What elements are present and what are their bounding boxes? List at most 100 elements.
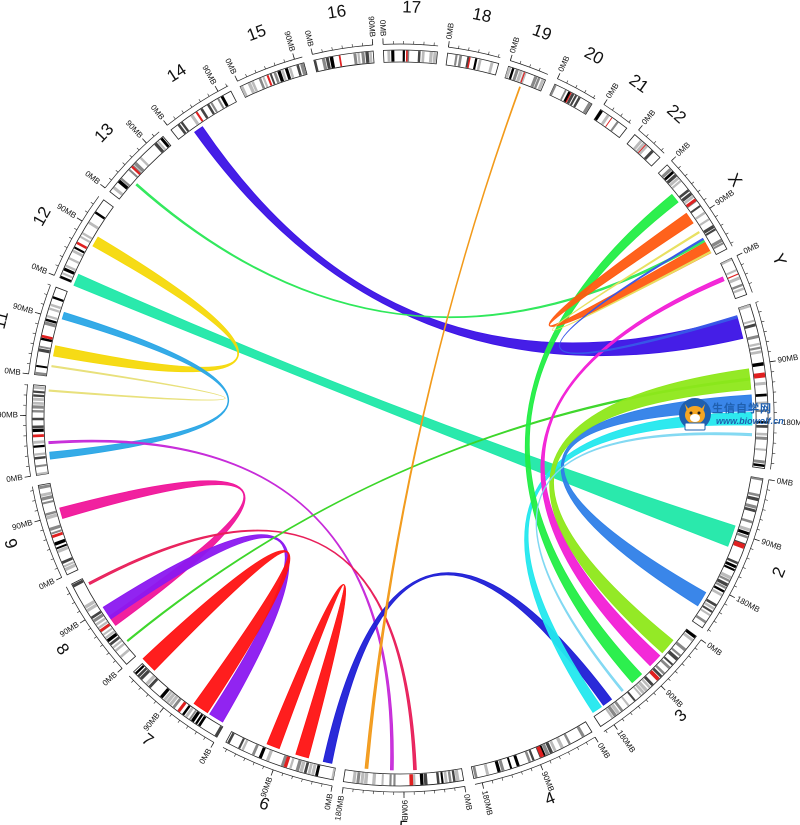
cytoband	[139, 669, 150, 680]
cytoband	[238, 738, 245, 749]
cytoband	[34, 452, 46, 456]
tick-mark	[759, 519, 763, 521]
tick-mark-major	[594, 736, 599, 743]
tick-mark	[46, 549, 50, 551]
link-ribbon	[142, 550, 291, 714]
tick-mark-major	[210, 742, 215, 748]
tick-mark-major	[638, 125, 643, 131]
wolf-logo-icon	[679, 398, 711, 431]
chromosome-label-4: 4	[542, 788, 558, 809]
tick-mark	[577, 747, 580, 751]
tick-mark	[653, 140, 657, 144]
tick-mark	[77, 610, 80, 613]
cytoband	[81, 232, 93, 240]
tick-axis	[65, 586, 123, 669]
cytoband	[488, 61, 494, 74]
tick-mark	[43, 539, 47, 541]
cytoband	[685, 629, 696, 639]
tick-axis	[342, 786, 465, 793]
chromosome-label-16: 16	[326, 1, 348, 23]
tick-axis	[448, 46, 501, 59]
cytoband	[32, 417, 44, 421]
tick-mark-major	[330, 785, 333, 792]
link-ribbon	[322, 572, 613, 764]
cytoband	[36, 364, 48, 369]
cytoband	[725, 269, 737, 276]
link-ribbon	[73, 273, 736, 547]
tick-mark	[273, 62, 276, 66]
tick-mark	[100, 644, 103, 647]
centromere	[565, 92, 572, 103]
tick-mark	[575, 85, 578, 88]
tick-label: 90MB	[0, 410, 18, 419]
cytoband	[40, 337, 53, 343]
tick-label: 90MB	[58, 620, 80, 639]
link-ribbon	[551, 231, 712, 331]
cytoband	[739, 525, 751, 532]
centromere	[177, 701, 187, 713]
centromere	[266, 74, 273, 86]
tick-label: 180MB	[735, 594, 762, 614]
tick-mark-major	[736, 252, 743, 256]
cytoband	[741, 517, 753, 524]
tick-mark	[768, 350, 772, 353]
cytoband	[428, 51, 433, 63]
cytoband	[643, 149, 654, 161]
chromosome-7	[128, 663, 224, 748]
tick-label: 0MB	[462, 793, 474, 811]
cytoband	[112, 639, 123, 649]
cytoband	[372, 773, 377, 785]
tick-mark	[684, 173, 688, 177]
cytoband	[32, 428, 44, 433]
tick-mark	[262, 766, 264, 770]
cytoband	[137, 667, 148, 678]
tick-label: 0MB	[776, 476, 794, 488]
cytoband	[188, 709, 197, 720]
cytoband	[220, 95, 229, 107]
cytoband	[133, 161, 145, 173]
cytoband	[600, 114, 610, 126]
tick-axis	[383, 43, 439, 47]
tick-label: 90MB	[367, 16, 378, 38]
cytoband	[705, 598, 717, 607]
tick-mark	[207, 93, 210, 97]
tick-mark	[198, 98, 201, 102]
cytoband	[454, 769, 460, 782]
tick-mark	[186, 725, 189, 729]
cytoband	[512, 69, 519, 81]
tick-mark	[32, 332, 36, 335]
tick-mark	[758, 311, 762, 313]
cytoband	[743, 319, 755, 325]
chromosome-20	[549, 73, 596, 115]
tick-label: 90MB	[714, 188, 736, 207]
tick-mark	[741, 263, 745, 266]
cytoband	[753, 463, 765, 468]
tick-mark-major	[22, 372, 29, 375]
tick-mark	[586, 742, 589, 746]
tick-mark	[766, 489, 771, 491]
centromere	[76, 241, 88, 250]
tick-label: 0MB	[445, 22, 456, 39]
cytoband	[117, 179, 129, 190]
cytoband	[563, 91, 572, 103]
tick-mark	[30, 342, 34, 344]
tick-mark-major	[292, 53, 295, 60]
cytoband	[94, 211, 106, 220]
tick-mark	[593, 95, 596, 99]
tick-mark	[538, 67, 541, 71]
tick-mark	[521, 771, 523, 775]
cytoband	[369, 51, 373, 63]
cytoband	[476, 59, 482, 71]
cytoband	[516, 70, 523, 82]
cytoband	[102, 627, 113, 636]
tick-mark	[64, 245, 68, 248]
cytoband	[675, 641, 687, 652]
tick-mark	[488, 51, 490, 55]
tick-mark	[653, 692, 656, 696]
cytoband	[745, 503, 757, 509]
tick-label: 90MB	[400, 800, 409, 821]
tick-label: 90MB	[760, 537, 783, 552]
tick-mark	[764, 499, 768, 501]
cytoband	[447, 770, 452, 783]
